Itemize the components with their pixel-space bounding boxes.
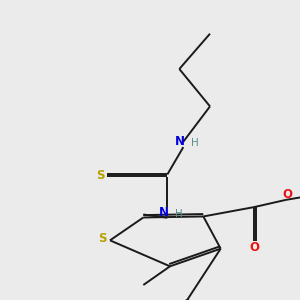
- Text: N: N: [159, 206, 169, 219]
- Text: N: N: [175, 135, 185, 148]
- Text: S: S: [98, 232, 107, 245]
- Text: H: H: [176, 209, 183, 219]
- Text: O: O: [249, 242, 259, 254]
- Text: S: S: [97, 169, 105, 182]
- Text: O: O: [283, 188, 292, 201]
- Text: H: H: [191, 138, 199, 148]
